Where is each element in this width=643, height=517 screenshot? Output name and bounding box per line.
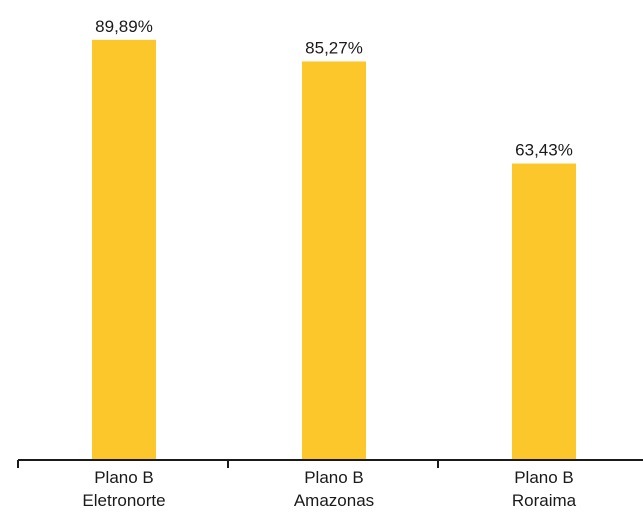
x-tick-label: Plano B	[94, 468, 154, 487]
x-tick-label: Roraima	[512, 491, 577, 510]
data-label: 89,89%	[95, 17, 153, 36]
x-tick-labels-layer: Plano B Eletronorte Plano B Amazonas Plano B…	[82, 468, 576, 510]
bars-layer	[92, 39, 576, 460]
bar	[512, 163, 576, 460]
bar	[92, 39, 156, 460]
x-tick-label: Plano B	[514, 468, 574, 487]
x-tick-label: Amazonas	[294, 491, 374, 510]
data-label: 63,43%	[515, 141, 573, 160]
x-tick-label: Eletronorte	[82, 491, 165, 510]
x-tick-label: Plano B	[304, 468, 364, 487]
data-label: 85,27%	[305, 38, 363, 57]
data-labels-layer: 89,89% 85,27% 63,43%	[95, 17, 573, 160]
x-axis	[17, 459, 643, 468]
bar	[302, 61, 366, 460]
